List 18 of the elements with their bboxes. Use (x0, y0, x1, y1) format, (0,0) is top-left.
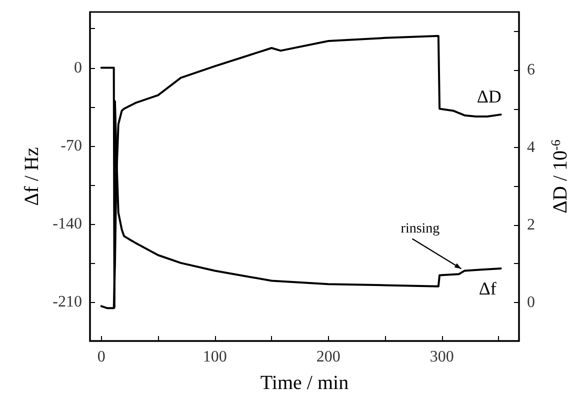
y-axis-title: Δf / Hz (20, 147, 43, 206)
y2-tick-label: 2 (527, 216, 535, 234)
series-label: Δf (478, 278, 496, 299)
y-tick-label: 0 (74, 59, 82, 76)
y-tick-label: -210 (52, 293, 82, 310)
x-tick-label: 100 (202, 348, 227, 366)
y-tick-label: -70 (60, 137, 82, 154)
x-tick-label: 300 (430, 348, 454, 366)
series-label: ΔD (476, 86, 502, 107)
x-tick-label: 200 (316, 348, 340, 366)
y2-axis-title: ΔD / 10-6 (548, 139, 572, 214)
y-tick-label: -140 (52, 215, 82, 232)
y2-tick-label: 6 (527, 62, 535, 79)
y2-tick-label: 4 (527, 138, 535, 156)
annotation: rinsing (400, 222, 440, 237)
y2-tick-label: 0 (527, 294, 535, 311)
x-tick-label: 0 (97, 348, 106, 366)
x-axis-title: Time / min (260, 372, 349, 394)
